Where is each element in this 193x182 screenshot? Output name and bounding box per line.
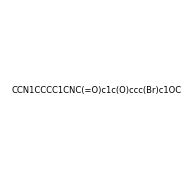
Text: CCN1CCCC1CNC(=O)c1c(O)ccc(Br)c1OC: CCN1CCCC1CNC(=O)c1c(O)ccc(Br)c1OC	[11, 86, 182, 96]
